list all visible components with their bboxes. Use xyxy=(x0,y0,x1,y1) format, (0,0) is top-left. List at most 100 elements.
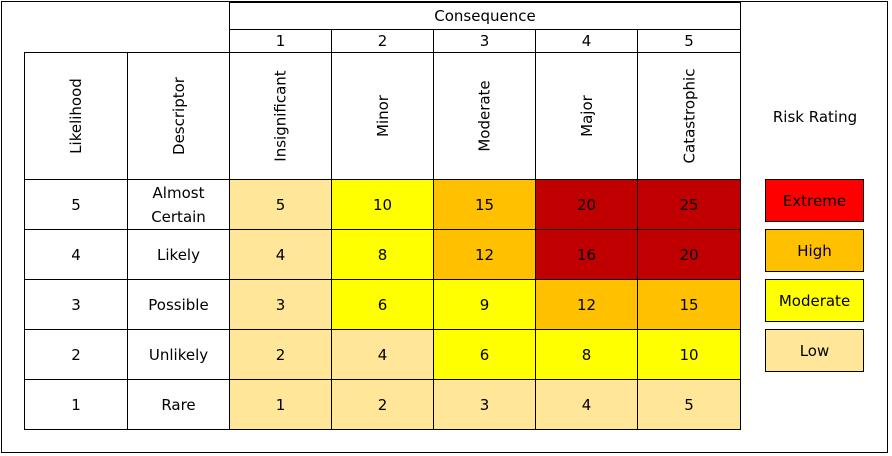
descriptor-header: Descriptor xyxy=(127,52,230,180)
risk-score-value: 2 xyxy=(275,345,286,364)
risk-score-value: 6 xyxy=(479,345,490,364)
risk-score-cell: 3 xyxy=(433,379,536,430)
risk-score-cell: 20 xyxy=(535,179,638,230)
consequence-name-text: Insignificant xyxy=(271,70,290,162)
consequence-name-text: Minor xyxy=(373,95,392,137)
risk-score-cell: 6 xyxy=(331,279,434,330)
likelihood-level-text: 1 xyxy=(71,395,81,414)
likelihood-level: 3 xyxy=(24,279,128,330)
likelihood-descriptor-text: Likely xyxy=(157,245,200,264)
likelihood-label: Likelihood xyxy=(67,78,85,154)
legend-item-label: High xyxy=(797,241,832,260)
consequence-number: 1 xyxy=(229,29,332,53)
legend-item-low: Low xyxy=(765,329,864,372)
risk-score-cell: 15 xyxy=(637,279,741,330)
risk-score-cell: 9 xyxy=(433,279,536,330)
risk-score-cell: 25 xyxy=(637,179,741,230)
likelihood-level-text: 3 xyxy=(71,295,81,314)
consequence-number: 4 xyxy=(535,29,638,53)
likelihood-level-text: 5 xyxy=(71,195,81,214)
risk-score-cell: 12 xyxy=(535,279,638,330)
risk-score-cell: 3 xyxy=(229,279,332,330)
consequence-name-text: Moderate xyxy=(475,80,494,152)
legend-item-moderate: Moderate xyxy=(765,279,864,322)
likelihood-descriptor: Unlikely xyxy=(127,329,230,380)
likelihood-level: 4 xyxy=(24,229,128,280)
legend-title-text: Risk Rating xyxy=(772,108,858,126)
risk-score-value: 9 xyxy=(479,295,490,314)
consequence-label: Consequence xyxy=(434,7,536,25)
risk-score-cell: 10 xyxy=(637,329,741,380)
risk-score-value: 6 xyxy=(377,295,388,314)
risk-score-value: 15 xyxy=(474,195,495,214)
risk-score-cell: 4 xyxy=(535,379,638,430)
consequence-name-text: Catastrophic xyxy=(680,68,698,164)
legend-item-extreme: Extreme xyxy=(765,179,864,222)
risk-score-cell: 4 xyxy=(229,229,332,280)
legend-title: Risk Rating xyxy=(755,100,875,134)
risk-score-cell: 16 xyxy=(535,229,638,280)
consequence-number-text: 4 xyxy=(581,32,592,50)
likelihood-descriptor-text: Rare xyxy=(161,395,196,414)
likelihood-level: 5 xyxy=(24,179,128,230)
risk-score-value: 1 xyxy=(275,395,286,414)
risk-score-value: 4 xyxy=(581,395,592,414)
risk-score-value: 16 xyxy=(576,245,597,264)
risk-score-cell: 6 xyxy=(433,329,536,380)
consequence-name: Minor xyxy=(331,52,434,180)
risk-score-value: 12 xyxy=(474,245,495,264)
risk-score-value: 4 xyxy=(377,345,388,364)
consequence-number-text: 1 xyxy=(275,32,286,50)
risk-score-value: 4 xyxy=(275,245,286,264)
risk-score-value: 8 xyxy=(581,345,592,364)
risk-score-value: 3 xyxy=(275,295,286,314)
risk-score-value: 20 xyxy=(576,195,597,214)
risk-score-cell: 8 xyxy=(331,229,434,280)
risk-score-value: 5 xyxy=(684,395,694,414)
consequence-header: Consequence xyxy=(229,2,741,30)
risk-score-value: 12 xyxy=(576,295,597,314)
likelihood-level: 1 xyxy=(24,379,128,430)
risk-score-value: 15 xyxy=(679,295,699,314)
risk-score-value: 10 xyxy=(679,345,699,364)
risk-score-value: 20 xyxy=(679,245,699,264)
risk-score-cell: 5 xyxy=(637,379,741,430)
likelihood-descriptor: Possible xyxy=(127,279,230,330)
likelihood-descriptor-text: Possible xyxy=(148,295,209,314)
likelihood-descriptor: Almost Certain xyxy=(127,179,230,230)
risk-score-value: 8 xyxy=(377,245,388,264)
consequence-number-text: 3 xyxy=(479,32,490,50)
consequence-number-text: 2 xyxy=(377,32,388,50)
risk-score-value: 3 xyxy=(479,395,490,414)
consequence-name-text: Major xyxy=(577,95,596,137)
likelihood-descriptor-text: Almost Certain xyxy=(151,183,206,226)
likelihood-header: Likelihood xyxy=(24,52,128,180)
risk-score-cell: 2 xyxy=(229,329,332,380)
consequence-name: Catastrophic xyxy=(637,52,741,180)
risk-score-cell: 2 xyxy=(331,379,434,430)
legend-item-label: Low xyxy=(799,341,830,360)
likelihood-descriptor-text: Unlikely xyxy=(148,345,209,364)
descriptor-label: Descriptor xyxy=(169,77,188,155)
consequence-name: Moderate xyxy=(433,52,536,180)
likelihood-level-text: 4 xyxy=(71,245,81,264)
risk-score-cell: 8 xyxy=(535,329,638,380)
consequence-number: 5 xyxy=(637,29,741,53)
risk-score-cell: 20 xyxy=(637,229,741,280)
likelihood-descriptor: Rare xyxy=(127,379,230,430)
likelihood-descriptor: Likely xyxy=(127,229,230,280)
risk-score-cell: 5 xyxy=(229,179,332,230)
likelihood-level-text: 2 xyxy=(71,345,81,364)
legend-item-label: Moderate xyxy=(778,291,851,310)
consequence-name: Insignificant xyxy=(229,52,332,180)
consequence-number-text: 5 xyxy=(684,32,694,50)
risk-score-value: 2 xyxy=(377,395,388,414)
risk-score-cell: 4 xyxy=(331,329,434,380)
legend-item-high: High xyxy=(765,229,864,272)
risk-score-cell: 10 xyxy=(331,179,434,230)
risk-score-cell: 1 xyxy=(229,379,332,430)
risk-score-value: 25 xyxy=(679,195,699,214)
consequence-name: Major xyxy=(535,52,638,180)
legend-item-label: Extreme xyxy=(782,191,847,210)
